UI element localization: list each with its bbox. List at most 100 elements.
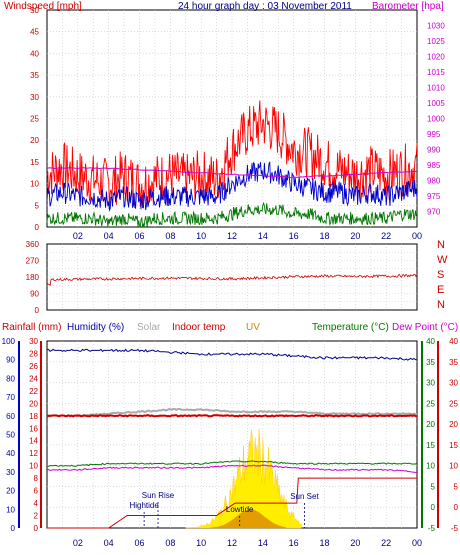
panel1-y-left-tick-label: 45 (30, 28, 39, 37)
panel1-y-right-tick-label: 1000 (427, 115, 445, 124)
uv-area (208, 509, 286, 528)
panel1-y-right-tick-label: 1025 (427, 37, 445, 46)
panel1-series-line (46, 100, 418, 209)
panel3-x-tick-label: 10 (196, 538, 206, 548)
panel3-x-tick-label: 06 (134, 538, 144, 548)
panel1-series-line (46, 167, 418, 179)
panel1-y-left-tick-label: 30 (30, 93, 39, 102)
panel1-y-left-tick-label: 50 (30, 6, 39, 15)
panel1-x-tick-label: 02 (73, 231, 83, 241)
humidity-tick-label: 60 (6, 412, 15, 421)
panel3-series-line (46, 464, 418, 473)
panel2-compass-label: E (437, 284, 444, 296)
panel3-x-tick-label: 12 (227, 538, 237, 548)
panel1-y-left-tick-label: 20 (30, 136, 39, 145)
rain-tick-label: 0 (34, 524, 39, 533)
humidity-tick-label: 0 (11, 524, 16, 533)
panel1-y-left-tick-label: 15 (30, 158, 39, 167)
panel1-y-left-tick-label: 35 (30, 71, 39, 80)
panel2-compass-label: S (437, 269, 444, 281)
panel3-series-line (46, 414, 418, 418)
temp-tick-label: 40 (426, 337, 435, 346)
panel1-x-tick-label: 20 (350, 231, 360, 241)
dewpoint-tick-label: 40 (449, 337, 458, 346)
panel1-ylabel-left: Windspeed [mph] (4, 1, 82, 12)
rain-tick-label: 22 (29, 387, 38, 396)
dewpoint-tick-label: 10 (449, 462, 458, 471)
rain-tick-label: 4 (34, 499, 39, 508)
humidity-tick-label: 100 (2, 337, 16, 346)
dewpoint-tick-label: 20 (449, 420, 458, 429)
humidity-tick-label: 30 (6, 468, 15, 477)
panel2-compass-label: N (437, 239, 445, 251)
panel3-series-line (47, 460, 418, 467)
rain-tick-label: 24 (29, 374, 38, 383)
dewpoint-tick-label: -5 (451, 524, 459, 533)
panel1-y-left-tick-label: 5 (35, 201, 40, 210)
panel1-y-right-tick-label: 1005 (427, 99, 445, 108)
dewpoint-tick-label: 15 (449, 441, 458, 450)
panel3-x-tick-label: 08 (165, 538, 175, 548)
rain-tick-label: 26 (29, 362, 38, 371)
panel3-series-line (46, 408, 418, 418)
panel1-x-tick-label: 00 (412, 231, 422, 241)
temp-tick-label: -5 (428, 524, 436, 533)
panel3-x-tick-label: 16 (289, 538, 299, 548)
panel1-x-tick-label: 06 (134, 231, 144, 241)
humidity-tick-label: 40 (6, 449, 15, 458)
panel1-x-tick-label: 10 (196, 231, 206, 241)
panel3-header-label: UV (246, 322, 260, 333)
rain-tick-label: 20 (29, 399, 38, 408)
rain-tick-label: 6 (34, 487, 39, 496)
dewpoint-tick-label: 5 (454, 482, 459, 491)
panel2-y-tick-label: 360 (26, 240, 40, 249)
panel3-header-label: Humidity (%) (67, 322, 124, 333)
rain-tick-label: 12 (29, 449, 38, 458)
panel1-x-tick-label: 08 (165, 231, 175, 241)
rain-tick-label: 30 (29, 337, 38, 346)
panel1-x-tick-label: 18 (319, 231, 329, 241)
humidity-tick-label: 20 (6, 487, 15, 496)
panel1-x-tick-label: 16 (289, 231, 299, 241)
panel3-annotation-label: Hightide (129, 501, 159, 510)
panel3-x-tick-label: 02 (73, 538, 83, 548)
humidity-tick-label: 70 (6, 393, 15, 402)
panel3-annotation-label: Lowtide (226, 505, 254, 514)
panel3-header-label: Indoor temp (172, 322, 226, 333)
panel1-x-tick-label: 04 (104, 231, 114, 241)
dewpoint-tick-label: 25 (449, 399, 458, 408)
panel3-series-line (47, 348, 418, 361)
panel3-x-tick-label: 18 (319, 538, 329, 548)
humidity-tick-label: 50 (6, 431, 15, 440)
temp-tick-label: 30 (426, 379, 435, 388)
panel1-title: 24 hour graph day : 03 November 2011 (178, 1, 352, 12)
panel1-series-line (46, 161, 418, 212)
panel1-x-tick-label: 12 (227, 231, 237, 241)
panel2-direction-line (46, 273, 418, 287)
panel2-y-tick-label: 180 (26, 273, 40, 282)
panel1-y-right-tick-label: 1010 (427, 84, 445, 93)
dewpoint-tick-label: 35 (449, 358, 458, 367)
panel1-x-tick-label: 22 (381, 231, 391, 241)
panel3-annotation-label: Sun Set (290, 492, 319, 501)
rain-tick-label: 8 (34, 474, 39, 483)
panel3-series-line (47, 477, 417, 529)
panel2-y-tick-label: 90 (30, 290, 39, 299)
panel3-x-tick-label: 00 (412, 538, 422, 548)
rain-tick-label: 2 (34, 512, 39, 521)
panel3-x-tick-label: 22 (381, 538, 391, 548)
panel3-header-label: Rainfall (mm) (2, 322, 61, 333)
panel3-header-label: Solar (137, 322, 161, 333)
panel2-compass-label: W (437, 254, 448, 266)
temp-tick-label: 25 (426, 399, 435, 408)
panel1-y-right-tick-label: 1030 (427, 22, 445, 31)
rain-tick-label: 28 (29, 349, 38, 358)
panel1-y-right-tick-label: 975 (427, 192, 441, 201)
panel1-y-right-tick-label: 995 (427, 130, 441, 139)
dewpoint-tick-label: 0 (454, 503, 459, 512)
panel1-y-right-tick-label: 970 (427, 208, 441, 217)
panel3-x-tick-label: 04 (104, 538, 114, 548)
panel3-header-label: Temperature (°C) (312, 322, 389, 333)
panel1-y-left-tick-label: 10 (30, 180, 39, 189)
panel1-y-right-tick-label: 990 (427, 146, 441, 155)
